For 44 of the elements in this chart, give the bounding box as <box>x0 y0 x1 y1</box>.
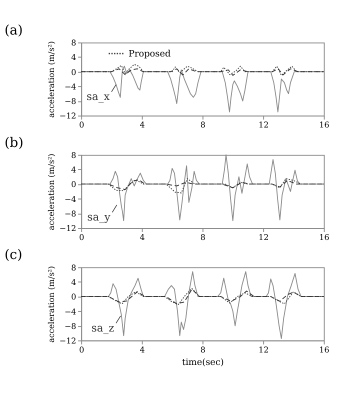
x-tick-label: 12 <box>258 233 269 242</box>
y-tick-label: −4 <box>64 82 76 92</box>
y-tick-label: 0 <box>71 292 76 302</box>
y-tick-label: 8 <box>71 38 76 48</box>
y-tick-label: −4 <box>64 194 76 204</box>
y-tick-label: 8 <box>71 263 76 272</box>
x-axis-title: time(sec) <box>182 358 224 368</box>
legend-label: Proposed <box>128 49 171 60</box>
y-tick-label: 0 <box>71 68 76 77</box>
y-tick-label: −8 <box>64 322 76 331</box>
y-tick-label: 4 <box>71 278 76 288</box>
annotation: sa_z <box>91 321 115 334</box>
x-tick-label: 8 <box>200 233 206 242</box>
y-tick-label: −12 <box>59 112 76 121</box>
y-tick-label: −12 <box>59 224 76 234</box>
y-tick-label: −12 <box>59 336 76 346</box>
y-tick-label: 0 <box>71 180 76 190</box>
x-tick-label: 16 <box>319 120 330 130</box>
x-tick-label: 12 <box>258 345 269 354</box>
x-tick-label: 16 <box>319 345 330 354</box>
y-tick-label: 4 <box>71 166 76 175</box>
y-tick-label: 4 <box>71 53 76 62</box>
x-tick-label: 8 <box>200 120 206 130</box>
y-axis-title: acceleration (m/s²) <box>46 154 56 230</box>
y-axis-title: acceleration (m/s²) <box>46 266 56 343</box>
x-tick-label: 0 <box>79 233 84 242</box>
x-tick-label: 4 <box>140 120 145 130</box>
y-tick-label: 8 <box>71 150 76 160</box>
x-tick-label: 0 <box>79 345 84 354</box>
x-tick-label: 8 <box>200 345 206 354</box>
y-axis-title: acceleration (m/s²) <box>46 41 56 118</box>
y-tick-label: −4 <box>64 307 76 316</box>
x-tick-label: 0 <box>79 120 84 130</box>
x-tick-label: 16 <box>319 233 330 242</box>
x-tick-label: 4 <box>140 345 145 354</box>
x-tick-label: 4 <box>140 233 145 242</box>
y-tick-label: −8 <box>64 97 76 106</box>
annotation: sa_x <box>86 90 110 103</box>
y-tick-label: −8 <box>64 210 76 218</box>
chart-title: (a) <box>4 23 23 38</box>
annotation: sa_y <box>87 210 110 224</box>
chart-title: (b) <box>4 136 24 151</box>
chart-title: (c) <box>4 248 22 264</box>
x-tick-label: 12 <box>258 120 269 130</box>
